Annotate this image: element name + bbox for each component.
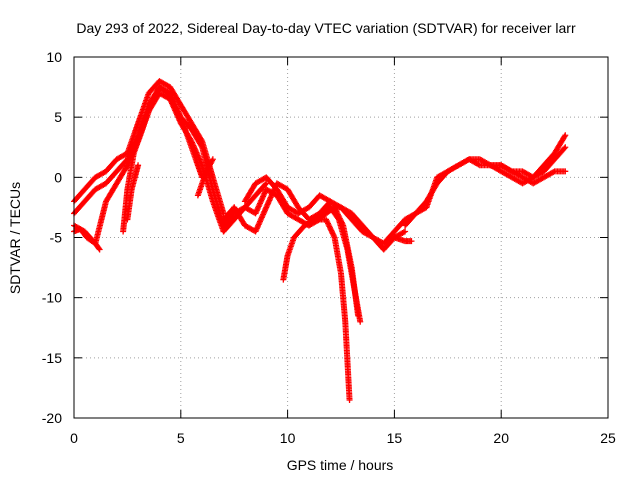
data-point bbox=[327, 198, 334, 205]
data-point bbox=[357, 318, 364, 325]
data-point bbox=[96, 246, 103, 253]
plot-frame bbox=[73, 56, 609, 419]
data-point bbox=[262, 181, 269, 188]
series-track-13 bbox=[323, 204, 362, 319]
data-point bbox=[209, 156, 216, 163]
data-point bbox=[562, 144, 569, 151]
data-point bbox=[561, 133, 568, 140]
data-point bbox=[198, 142, 205, 149]
series-track-15 bbox=[402, 144, 569, 229]
data-point bbox=[400, 229, 407, 236]
data-point bbox=[562, 132, 569, 139]
data-point bbox=[346, 396, 353, 403]
data-point bbox=[135, 162, 142, 169]
series-track-10 bbox=[241, 174, 334, 217]
series-track-11 bbox=[280, 216, 353, 403]
data-point bbox=[209, 157, 216, 164]
data-point bbox=[355, 312, 362, 319]
x-tick-label: 25 bbox=[600, 430, 616, 446]
y-tick-label: 0 bbox=[54, 169, 62, 185]
y-axis-label: SDTVAR / TECUs bbox=[7, 182, 23, 294]
data-point bbox=[475, 161, 482, 168]
data-point bbox=[95, 245, 102, 252]
data-point bbox=[561, 145, 568, 152]
data-point bbox=[562, 168, 569, 175]
x-tick-label: 0 bbox=[70, 430, 78, 446]
x-tick-label: 10 bbox=[280, 430, 296, 446]
data-points bbox=[71, 78, 569, 403]
data-point bbox=[550, 169, 557, 176]
y-tick-label: -5 bbox=[50, 230, 63, 246]
series-track-17 bbox=[487, 162, 569, 187]
series-track-3 bbox=[71, 90, 270, 247]
y-tick-label: -15 bbox=[42, 350, 62, 366]
series-track-16 bbox=[391, 234, 415, 245]
data-point bbox=[325, 197, 332, 204]
series-track-6 bbox=[124, 162, 142, 223]
x-axis-label: GPS time / hours bbox=[287, 457, 394, 473]
series-track-9 bbox=[220, 180, 398, 247]
tick-labels: 0 5 10 15 20 25 -20 -15 -10 -5 0 5 10 bbox=[42, 49, 616, 446]
series-track-14 bbox=[391, 132, 569, 235]
y-tick-label: -20 bbox=[42, 410, 62, 426]
series-track-7 bbox=[194, 156, 216, 199]
chart-title: Day 293 of 2022, Sidereal Day-to-day VTE… bbox=[76, 20, 576, 36]
y-tick-label: 5 bbox=[54, 109, 62, 125]
x-tick-label: 15 bbox=[387, 430, 403, 446]
series-track-5 bbox=[120, 84, 206, 235]
y-tick-label: 10 bbox=[46, 49, 62, 65]
x-tick-label: 5 bbox=[177, 430, 185, 446]
x-tick-label: 20 bbox=[493, 430, 509, 446]
data-point bbox=[402, 228, 409, 235]
y-tick-label: -10 bbox=[42, 290, 62, 306]
data-point bbox=[408, 238, 415, 245]
